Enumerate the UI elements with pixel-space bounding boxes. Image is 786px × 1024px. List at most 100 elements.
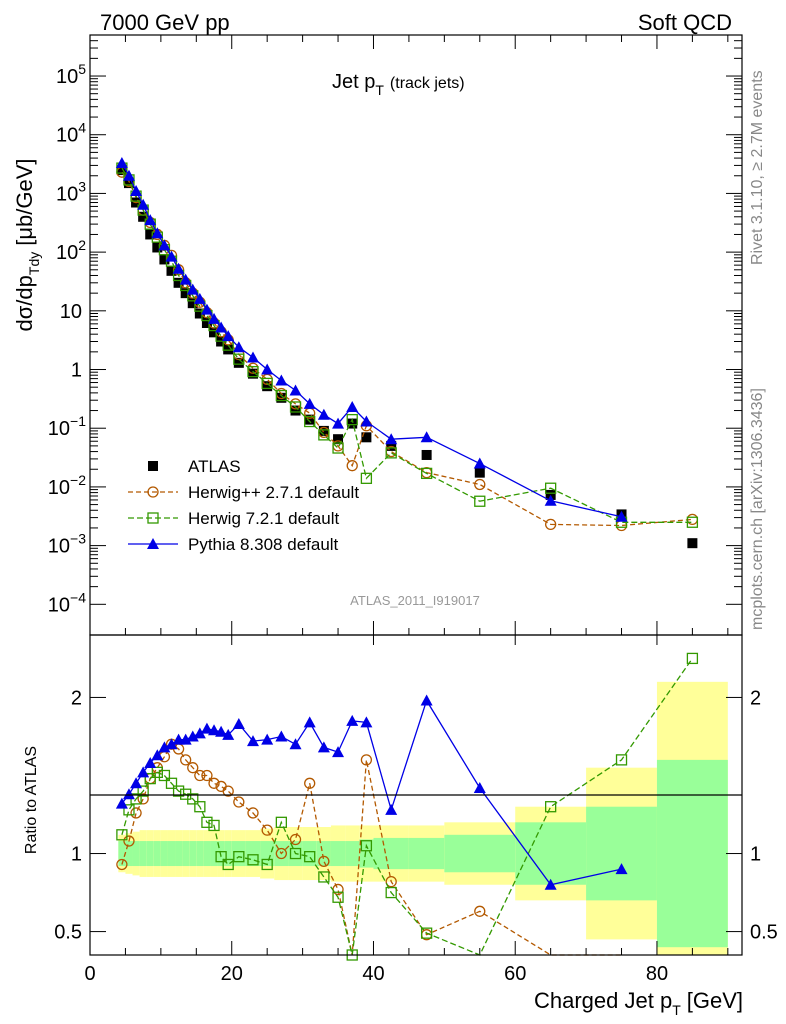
main-point [145,229,156,240]
main-point [215,321,228,333]
x-tick-label: 40 [362,963,384,985]
ratio-point [180,754,192,766]
ratio-point [232,717,245,729]
ratio-point [201,769,213,782]
main-point [123,178,134,189]
main-point [194,308,205,319]
legend-marker [147,512,159,524]
ratio-point [123,835,135,847]
main-point [222,330,235,342]
ratio-point [545,801,557,813]
mcplots-label: mcplots.cern.ch [arXiv:1306.3436] [749,388,766,630]
main-point [209,327,220,338]
ratio-point [420,694,433,706]
ratio-point [151,749,164,761]
main-point [130,184,143,196]
main-point [233,357,244,368]
ratio-point [222,785,234,797]
main-point [262,381,273,392]
legend-marker [147,538,159,549]
main-point [318,429,330,441]
ratio-point [247,854,259,866]
band-inner-bin [182,841,190,867]
rivet-label: Rivet 3.1.10, ≥ 2.7M events [749,70,766,265]
main-point [276,392,287,403]
main-point [187,298,198,309]
band-inner-bin [444,834,516,873]
main-point [290,405,301,416]
main-ylabel: dσ/dpTdy [μb/GeV] [12,158,42,331]
x-tick-label: 60 [504,963,526,985]
main-point [247,351,259,363]
band-inner-bin [160,841,168,867]
main-point [193,292,206,304]
ratio-point [474,905,486,917]
ratio-point [275,847,287,860]
ratio-point [137,793,149,805]
legend-marker [148,461,158,471]
ratio-y-tick-label-right: 1 [750,844,761,866]
band-inner-bin [217,841,225,867]
main-point [289,401,302,413]
ratio-point [304,777,316,789]
band-inner-bin [408,837,445,870]
ratio-point [201,816,213,828]
main-point [261,363,274,375]
ratio-point [233,851,245,863]
ratio-point [123,804,135,816]
legend-label: ATLAS [188,457,241,476]
band-inner-bin [210,841,218,867]
series-layer [115,156,699,961]
ratio-point [208,777,220,789]
band-inner-bin [203,841,211,867]
ratio-point [360,754,373,766]
main-point [687,538,698,549]
plot-title-main: Jet p [332,71,375,93]
ratio-point [247,807,259,819]
main-ylabel-units: [μb/GeV] [12,158,37,245]
ratio-point [116,858,128,871]
ratio-point [289,738,302,750]
y-tick-label: 103 [56,178,86,205]
ratio-point [473,781,486,793]
band-inner-bin [132,841,140,867]
ratio-point [222,858,234,871]
main-point [333,434,344,445]
main-point [115,156,128,168]
ratio-point [130,777,143,789]
main-point [686,516,699,528]
ratio-point [144,772,156,785]
band-inner-bin [245,841,261,867]
main-point [361,432,372,443]
main-point [360,415,373,427]
band-inner-bin [224,841,232,867]
ratio-point [233,796,245,808]
ratio-point [317,741,330,753]
main-point [544,494,557,506]
ratio-point [187,762,199,774]
ratio-point [303,716,316,728]
legend-marker [147,486,159,498]
plot-title: Jet pT (track jets) [332,71,465,98]
ratio-point [544,878,557,890]
band-inner-bin [139,841,147,867]
ratio-point [115,797,128,809]
ratio-point [215,725,228,737]
ratio-y-tick-label-right: 2 [750,687,761,709]
x-tick-label: 0 [84,963,95,985]
plot-title-note: (track jets) [390,75,465,92]
main-point [346,460,358,472]
ratio-point [686,652,699,665]
main-point [304,415,316,428]
ratio-point [158,769,171,782]
x-axis-label-sub: T [672,1002,681,1018]
band-inner-bin [175,841,183,867]
ratio-point [193,727,206,739]
ratio-point [172,785,185,797]
ratio-point [215,851,227,863]
band-inner-bin [302,841,317,867]
ratio-point [360,840,373,852]
band-inner-bin [146,841,154,867]
main-point [317,408,330,420]
main-point [385,447,397,459]
